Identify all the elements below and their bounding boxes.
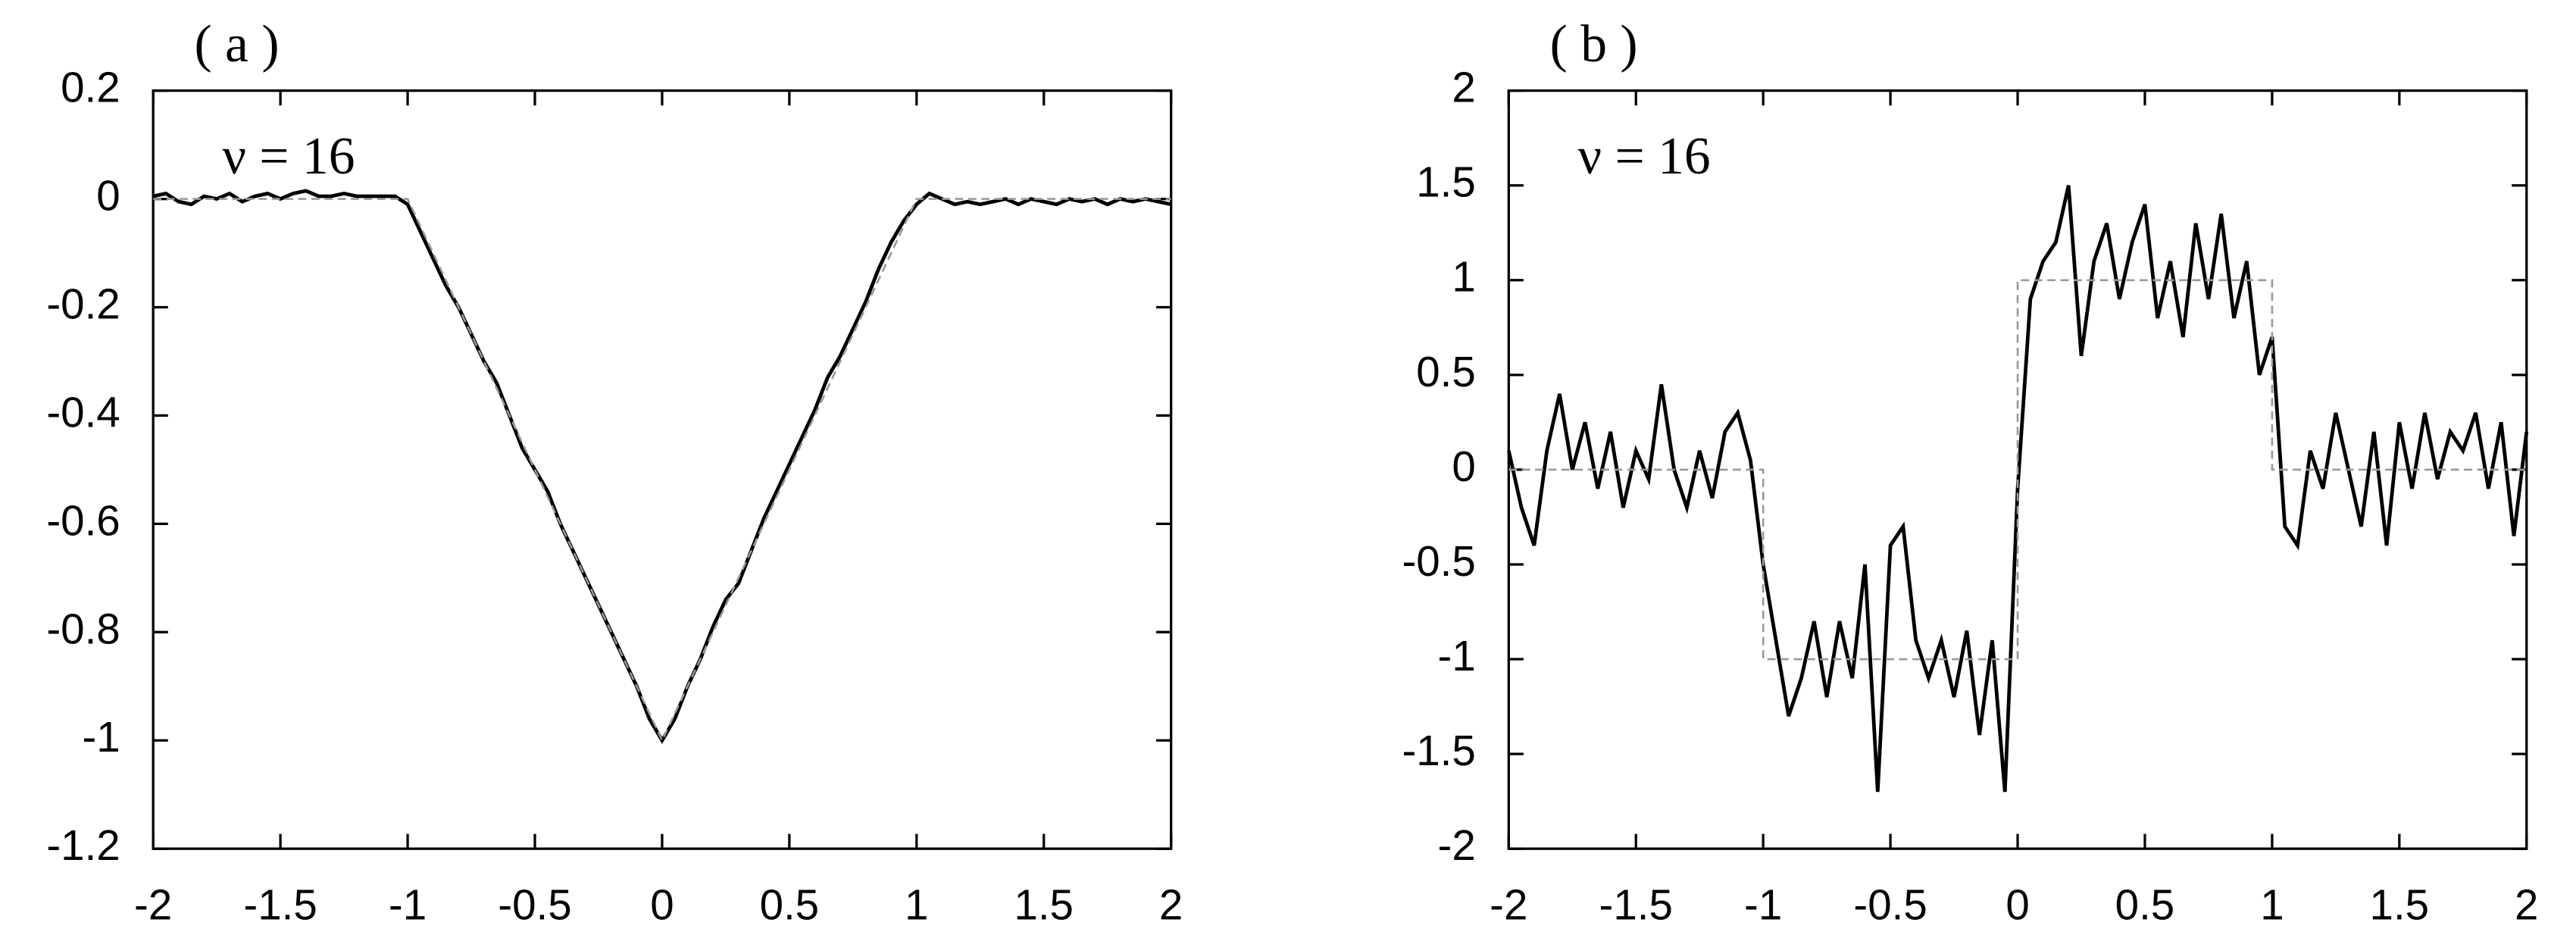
x-tick-label: 0.5 [760, 880, 820, 928]
y-tick-label: -0.2 [46, 280, 120, 327]
reference-line [1508, 279, 2527, 661]
y-tick-label: 0.2 [61, 64, 120, 111]
y-tick-label: -0.8 [46, 605, 120, 652]
x-tick-label: -1.5 [1599, 880, 1673, 928]
y-tick-label: -0.6 [46, 496, 120, 544]
y-tick-label: 0.5 [1416, 348, 1476, 395]
y-tick-label: 0 [1452, 442, 1475, 490]
annotation: ν = 16 [1578, 127, 1711, 186]
x-tick-label: 0 [650, 880, 674, 928]
y-tick-label: -0.4 [46, 388, 120, 436]
x-tick-label: -2 [134, 880, 172, 928]
x-tick-label: 1 [2260, 880, 2284, 928]
x-tick-label: -0.5 [1853, 880, 1927, 928]
x-tick-label: 0.5 [2115, 880, 2175, 928]
y-tick-label: 2 [1452, 64, 1475, 111]
annotation: ν = 16 [222, 127, 355, 186]
x-tick-label: 0 [2005, 880, 2029, 928]
x-tick-label: -2 [1490, 880, 1527, 928]
y-tick-label: -1 [82, 713, 120, 761]
y-tick-label: -1.2 [46, 821, 120, 869]
data-line [1506, 185, 2529, 793]
x-tick-label: -1.5 [243, 880, 317, 928]
y-tick-label: -2 [1438, 821, 1476, 869]
y-tick-label: 1 [1452, 253, 1475, 301]
x-tick-label: -0.5 [498, 880, 571, 928]
y-tick-label: -1.5 [1402, 727, 1475, 774]
y-tick-label: -0.5 [1402, 537, 1475, 585]
x-tick-label: -1 [389, 880, 427, 928]
x-tick-label: 1.5 [2370, 880, 2430, 928]
panel-label: ( a ) [195, 15, 280, 73]
x-tick-label: -1 [1744, 880, 1782, 928]
x-tick-label: 1.5 [1014, 880, 1074, 928]
y-tick-label: -1 [1438, 632, 1476, 680]
x-tick-label: 2 [1159, 880, 1183, 928]
y-tick-label: 1.5 [1416, 158, 1476, 206]
reference-line [153, 198, 1171, 743]
x-tick-label: 1 [905, 880, 928, 928]
y-tick-label: 0 [96, 171, 120, 219]
data-line [152, 189, 1172, 744]
panel-label: ( b ) [1550, 15, 1638, 73]
x-tick-label: 2 [2515, 880, 2538, 928]
